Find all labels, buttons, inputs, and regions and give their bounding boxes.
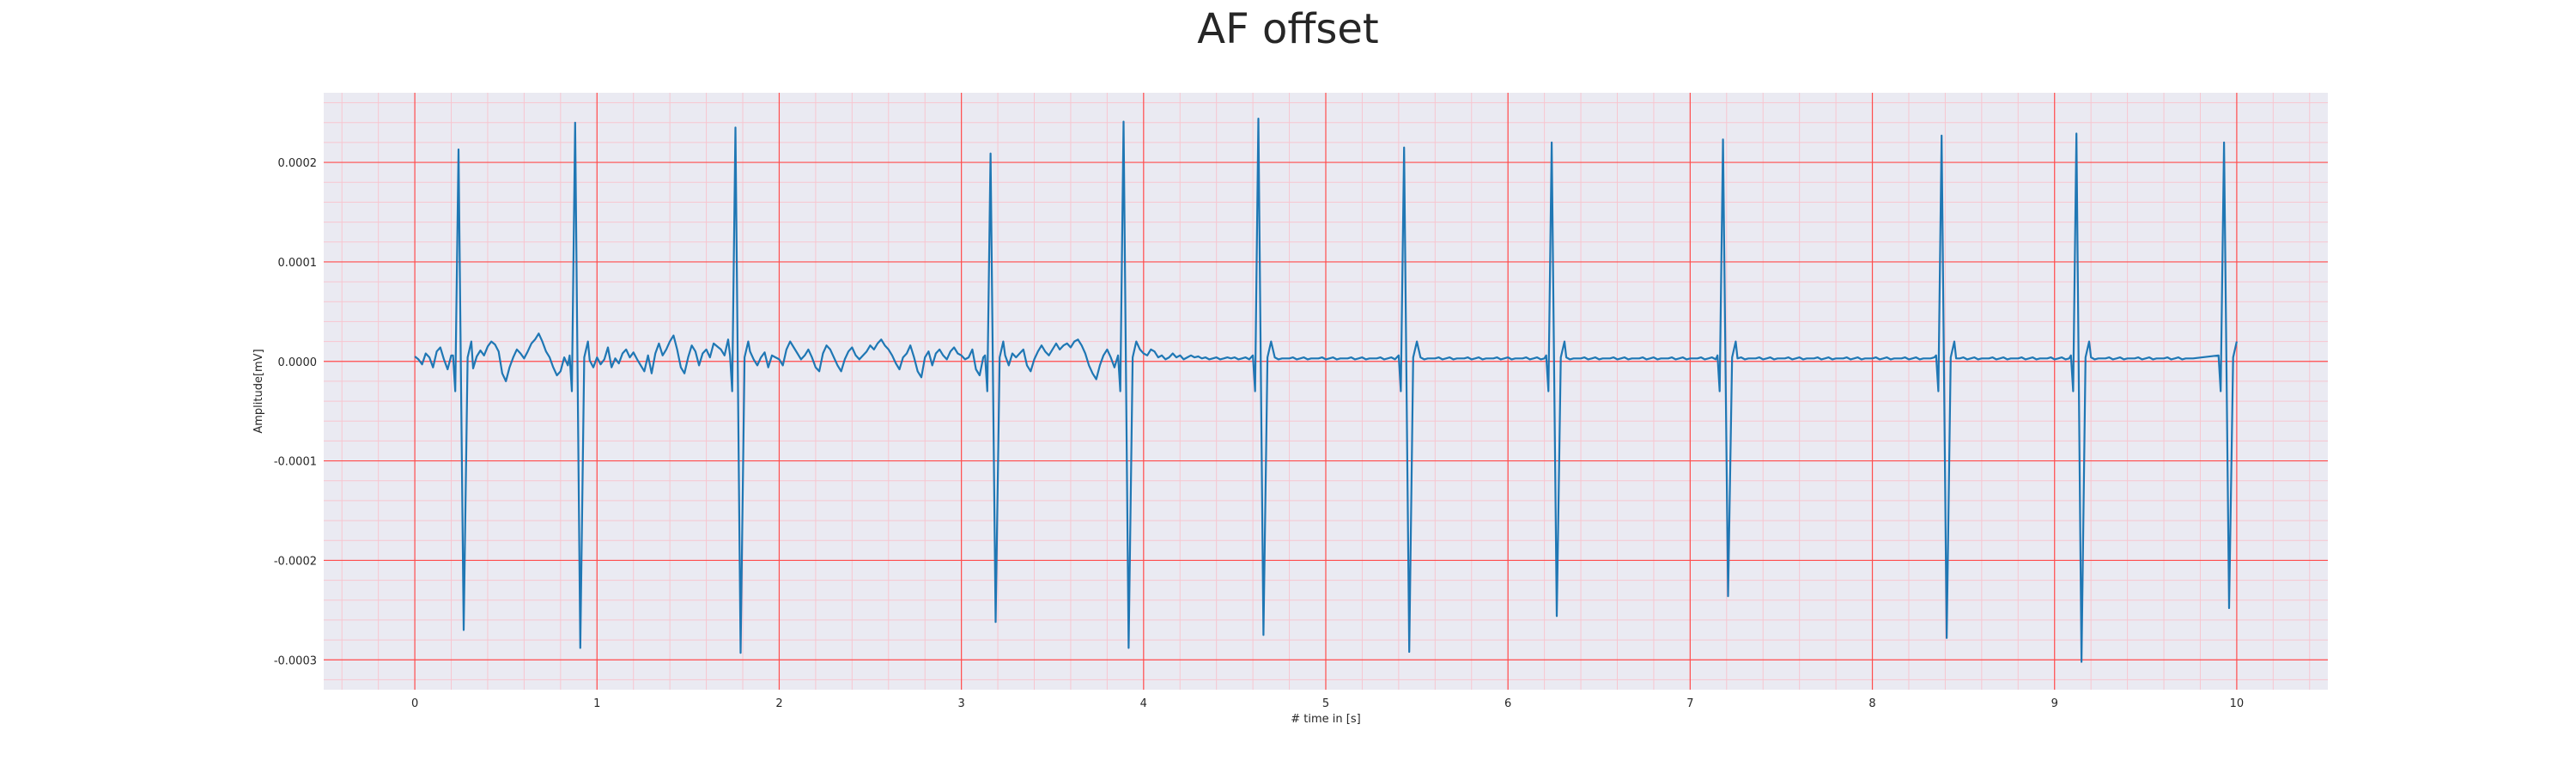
x-tick-label: 3 [957, 697, 964, 710]
x-tick-label: 6 [1504, 697, 1511, 710]
x-axis-label: # time in [s] [1291, 713, 1360, 726]
x-tick-label: 2 [775, 697, 782, 710]
y-tick-label: -0.0003 [274, 654, 317, 667]
x-tick-label: 8 [1868, 697, 1875, 710]
major-grid [324, 93, 2328, 690]
chart-title: AF offset [1197, 5, 1379, 53]
x-tick-label: 10 [2230, 697, 2245, 710]
y-tick-label: 0.0000 [278, 356, 318, 369]
y-tick-label: -0.0001 [274, 456, 317, 469]
y-axis-ticks: -0.0003 -0.0002 -0.0001 0.0000 0.0001 0.0002 [274, 157, 317, 667]
y-tick-label: 0.0002 [278, 157, 318, 170]
series-line-ecg [414, 118, 2238, 663]
x-tick-label: 0 [411, 697, 418, 710]
y-axis-label: Amplitude[mV] [252, 349, 265, 433]
x-tick-label: 1 [593, 697, 600, 710]
y-tick-label: 0.0001 [278, 257, 318, 270]
x-tick-label: 5 [1322, 697, 1329, 710]
x-tick-label: 9 [2051, 697, 2058, 710]
x-axis-ticks: 0 1 2 3 4 5 6 7 8 9 10 [411, 697, 2244, 710]
x-tick-label: 7 [1686, 697, 1693, 710]
x-tick-label: 4 [1140, 697, 1147, 710]
y-tick-label: -0.0002 [274, 555, 317, 568]
